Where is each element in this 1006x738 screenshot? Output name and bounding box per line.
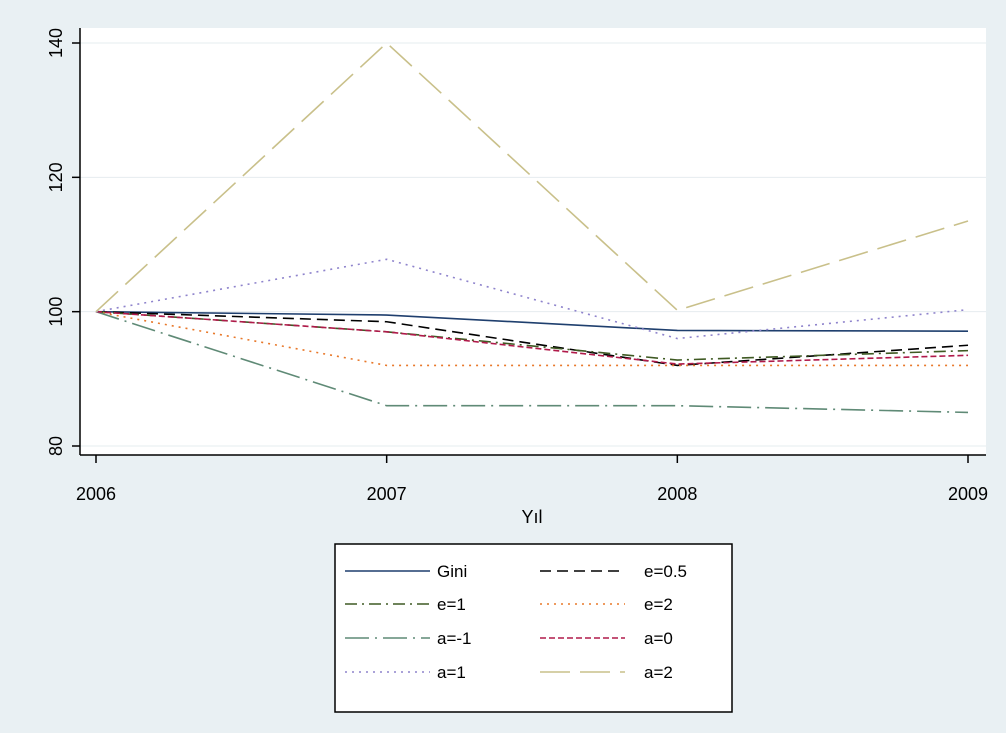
legend: Gini e=0.5 e=1 e=2 a=-1 a=0 a=1 a=2 (334, 543, 733, 713)
legend-box (334, 543, 733, 713)
series-point-Gini-2009 (967, 330, 969, 332)
series-point-a=1-2008 (677, 338, 679, 340)
series-point-e=2-2007 (386, 365, 388, 367)
y-tick-label-120: 120 (46, 162, 66, 192)
series-point-e=2-2009 (967, 365, 969, 367)
series-layer (95, 41, 969, 414)
legend-label-a=-1: a=-1 (437, 629, 472, 648)
series-line-a=-1 (95, 310, 969, 414)
x-tick-label-2008: 2008 (657, 484, 697, 504)
series-line-a=1 (95, 258, 969, 340)
series-point-a=2-2008 (677, 310, 679, 312)
y-tick-label-140: 140 (46, 28, 66, 58)
legend-label-a=2: a=2 (644, 663, 673, 682)
legend-label-a=1: a=1 (437, 663, 466, 682)
axis-layer: 80 100 120 140 2006 2007 2008 2009 (46, 28, 988, 504)
series-point-e=0.5-2009 (967, 344, 969, 346)
legend-label-a=0: a=0 (644, 629, 673, 648)
series-line-a=2 (95, 41, 969, 313)
series-line-Gini (95, 310, 969, 332)
series-point-a=1-2009 (967, 309, 969, 311)
series-line-e=0.5 (95, 310, 969, 367)
series-point-a=-1-2009 (967, 412, 969, 414)
series-point-a=2-2009 (967, 220, 969, 222)
x-axis-label: Yıl (521, 507, 542, 527)
series-point-a=0-2009 (967, 355, 969, 357)
y-tick-label-100: 100 (46, 297, 66, 327)
series-line-e=2 (95, 310, 968, 367)
series-point-e=1-2009 (967, 350, 969, 352)
series-line-a=0 (95, 310, 969, 365)
grid-layer (80, 42, 986, 447)
x-tick-label-2007: 2007 (367, 484, 407, 504)
series-point-a=2-2007 (386, 42, 388, 44)
series-point-e=0.5-2007 (386, 321, 388, 323)
series-point-a=-1-2007 (386, 405, 388, 407)
legend-label-e=0.5: e=0.5 (644, 562, 687, 581)
plot-area (80, 28, 986, 455)
series-point-a=1-2007 (386, 258, 388, 260)
legend-label-e=1: e=1 (437, 595, 466, 614)
legend-label-e=2: e=2 (644, 595, 673, 614)
series-point-e=1-2008 (677, 359, 679, 361)
series-point-a=-1-2008 (677, 405, 679, 407)
series-point-a=0-2007 (386, 331, 388, 333)
x-tick-label-2006: 2006 (76, 484, 116, 504)
series-point-Gini-2007 (386, 314, 388, 316)
x-tick-label-2009: 2009 (948, 484, 988, 504)
legend-label-Gini: Gini (437, 562, 467, 581)
series-point-a=2-2006 (95, 311, 97, 313)
series-point-a=0-2008 (677, 363, 679, 365)
series-point-Gini-2008 (677, 330, 679, 332)
y-tick-label-80: 80 (46, 436, 66, 456)
